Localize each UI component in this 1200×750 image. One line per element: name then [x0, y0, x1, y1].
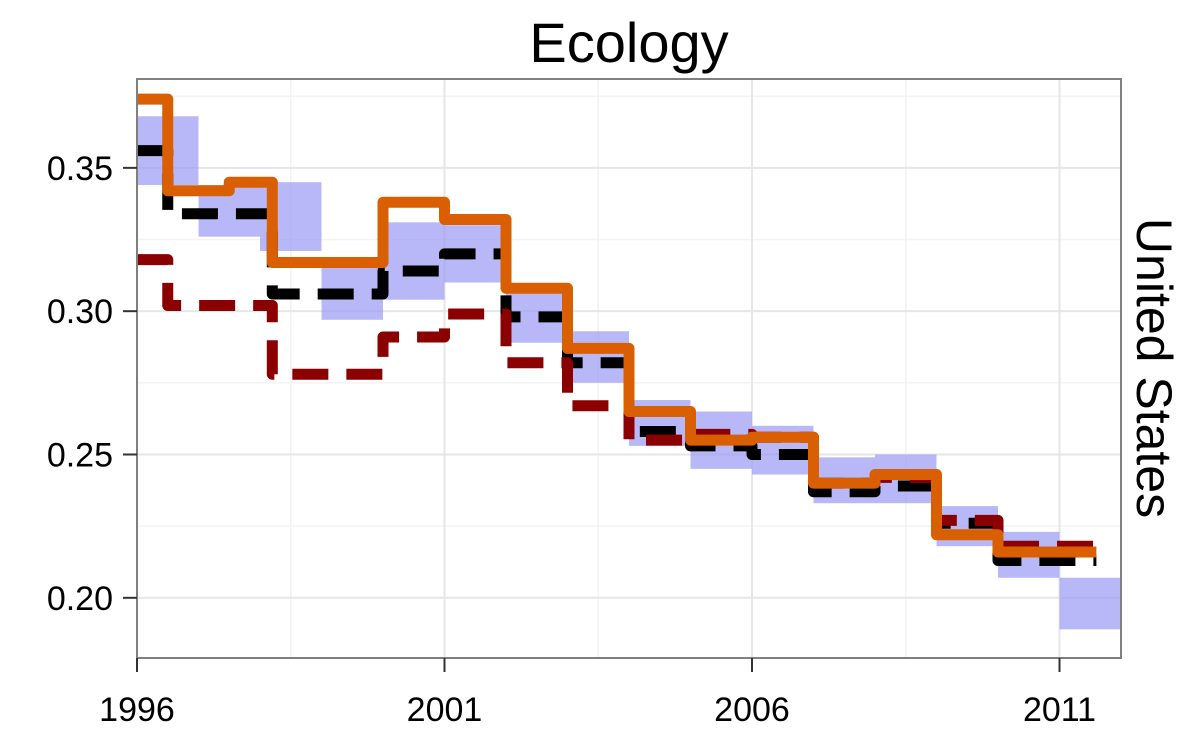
y-tick-label: 0.25: [47, 436, 113, 474]
x-tick-label: 2001: [407, 691, 483, 729]
series-line-2: [137, 254, 1097, 552]
x-axis: 1996 2001 2006 2011: [99, 658, 1096, 729]
chart-title: Ecology: [529, 11, 728, 74]
x-tick-label: 1996: [99, 691, 175, 729]
x-tick-label: 2006: [714, 691, 790, 729]
confidence-band-segment: [1059, 577, 1121, 630]
y-tick-label: 0.20: [47, 580, 113, 618]
x-tick-label: 2011: [1023, 691, 1096, 729]
y-axis: 0.20 0.25 0.30 0.35: [47, 150, 137, 618]
y-tick-label: 0.30: [47, 293, 113, 331]
confidence-band-segment: [567, 331, 629, 383]
series-lines: [137, 93, 1097, 567]
plot-panel: [136, 78, 1122, 659]
confidence-band-segment: [383, 222, 445, 300]
facet-strip-label: United States: [1126, 218, 1182, 518]
y-tick-label: 0.35: [47, 150, 113, 188]
panel-border: [136, 78, 1122, 659]
series-line-3: [137, 93, 1097, 558]
